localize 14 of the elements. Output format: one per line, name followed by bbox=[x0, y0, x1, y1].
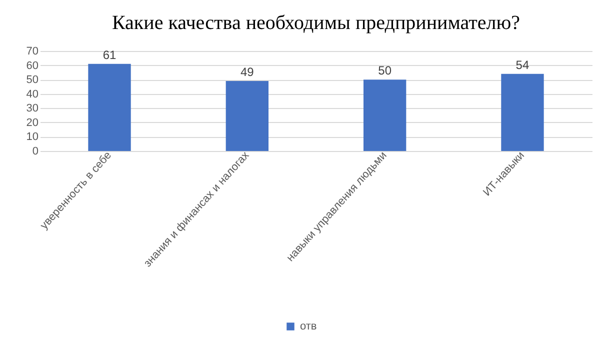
data-label: 50 bbox=[378, 64, 392, 78]
y-tick-label: 60 bbox=[26, 60, 38, 72]
data-label: 54 bbox=[516, 58, 530, 72]
y-tick-label: 70 bbox=[26, 46, 38, 58]
y-tick-label: 20 bbox=[26, 116, 38, 129]
y-tick-label: 0 bbox=[32, 146, 38, 158]
data-label: 61 bbox=[102, 48, 117, 62]
chart-title: Какие качества необходимы предпринимателю? bbox=[112, 12, 520, 34]
y-tick-label: 40 bbox=[26, 88, 38, 100]
data-label: 49 bbox=[240, 65, 254, 79]
y-tick-label: 30 bbox=[26, 102, 38, 115]
y-tick-label: 50 bbox=[26, 74, 38, 86]
y-tick-label: 10 bbox=[26, 131, 38, 144]
legend-label: отв bbox=[300, 320, 317, 332]
